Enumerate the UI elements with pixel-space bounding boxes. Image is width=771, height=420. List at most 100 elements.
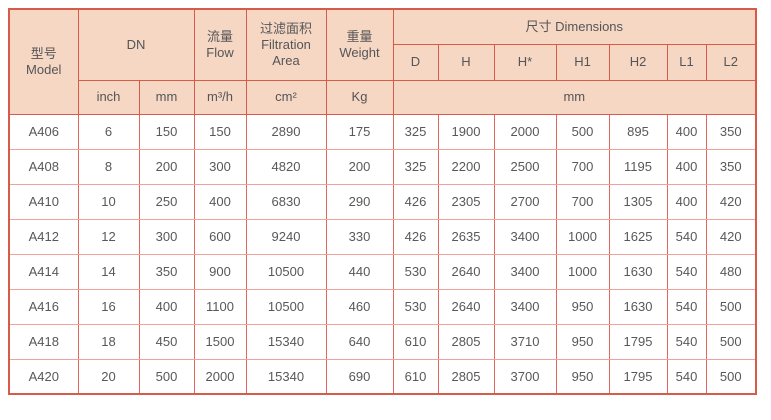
col-header-weight: 重量 Weight — [325, 8, 394, 81]
cell-dim-l2: 500 — [705, 323, 757, 360]
cell-dim-h1: 1000 — [555, 218, 610, 255]
cell-dim-d: 530 — [392, 288, 439, 325]
cell-dim-d: 610 — [392, 358, 439, 395]
cell-dim-l1: 400 — [666, 148, 707, 185]
col-header-filtration-en2: Area — [272, 52, 300, 68]
col-header-flow-zh: 流量 — [206, 28, 233, 44]
header-row-groups: 型号 Model DN 流量 Flow 过滤面积 Filtration Area… — [8, 8, 757, 115]
cell-weight: 440 — [325, 253, 394, 290]
cell-dn-mm: 500 — [138, 358, 195, 395]
cell-dn-mm: 400 — [138, 288, 195, 325]
cell-area: 15340 — [245, 323, 327, 360]
cell-dim-h2: 1625 — [608, 218, 668, 255]
cell-dim-h2: 895 — [608, 113, 668, 150]
col-header-weight-en: Weight — [339, 44, 380, 60]
cell-dim-h1: 700 — [555, 183, 610, 220]
cell-dim-h1: 950 — [555, 323, 610, 360]
table-row: A418 18 450 1500 15340 640 610 2805 3710… — [8, 323, 757, 360]
cell-flow: 1500 — [193, 323, 247, 360]
unit-area: cm² — [245, 79, 327, 115]
cell-dim-d: 426 — [392, 218, 439, 255]
cell-dn-mm: 200 — [138, 148, 195, 185]
table-row: A412 12 300 600 9240 330 426 2635 3400 1… — [8, 218, 757, 255]
cell-dn-mm: 350 — [138, 253, 195, 290]
cell-dim-l1: 540 — [666, 218, 707, 255]
cell-dim-l1: 540 — [666, 288, 707, 325]
col-header-flow: 流量 Flow — [193, 8, 247, 81]
cell-dim-h1: 950 — [555, 288, 610, 325]
col-header-dimensions: 尺寸 Dimensions — [392, 8, 757, 45]
unit-mm: mm — [138, 79, 195, 115]
col-header-dim-h1: H1 — [555, 43, 610, 81]
cell-dim-h1: 500 — [555, 113, 610, 150]
table-row: A406 6 150 150 2890 175 325 1900 2000 50… — [8, 113, 757, 150]
col-header-flow-en: Flow — [206, 44, 234, 60]
cell-weight: 460 — [325, 288, 394, 325]
cell-dim-h1: 700 — [555, 148, 610, 185]
col-header-model-en: Model — [26, 61, 62, 77]
cell-dn-inch: 6 — [77, 113, 140, 150]
cell-model: A416 — [8, 288, 79, 325]
table-row: A420 20 500 2000 15340 690 610 2805 3700… — [8, 358, 757, 395]
cell-dim-l2: 420 — [705, 218, 757, 255]
cell-dn-inch: 16 — [77, 288, 140, 325]
col-header-dn: DN — [77, 8, 195, 81]
cell-dim-l1: 400 — [666, 183, 707, 220]
cell-dn-inch: 18 — [77, 323, 140, 360]
cell-dim-d: 325 — [392, 113, 439, 150]
cell-dim-h: 2305 — [437, 183, 495, 220]
cell-area: 6830 — [245, 183, 327, 220]
cell-model: A414 — [8, 253, 79, 290]
cell-flow: 600 — [193, 218, 247, 255]
cell-dim-hstar: 3700 — [493, 358, 557, 395]
cell-dim-hstar: 3400 — [493, 218, 557, 255]
cell-dim-l2: 500 — [705, 288, 757, 325]
cell-dim-hstar: 2500 — [493, 148, 557, 185]
cell-dim-l1: 540 — [666, 358, 707, 395]
col-header-model: 型号 Model — [8, 8, 79, 115]
cell-dim-h2: 1195 — [608, 148, 668, 185]
cell-dn-inch: 12 — [77, 218, 140, 255]
cell-dn-mm: 300 — [138, 218, 195, 255]
cell-dim-hstar: 3400 — [493, 253, 557, 290]
cell-dim-h2: 1795 — [608, 323, 668, 360]
cell-dim-l1: 400 — [666, 113, 707, 150]
cell-weight: 200 — [325, 148, 394, 185]
cell-weight: 330 — [325, 218, 394, 255]
col-header-dim-l2: L2 — [705, 43, 757, 81]
cell-dim-h2: 1795 — [608, 358, 668, 395]
cell-dn-inch: 10 — [77, 183, 140, 220]
cell-area: 2890 — [245, 113, 327, 150]
cell-flow: 900 — [193, 253, 247, 290]
cell-dim-l2: 350 — [705, 148, 757, 185]
cell-weight: 175 — [325, 113, 394, 150]
cell-area: 4820 — [245, 148, 327, 185]
cell-flow: 150 — [193, 113, 247, 150]
cell-dn-mm: 150 — [138, 113, 195, 150]
cell-dim-h: 2805 — [437, 358, 495, 395]
cell-dim-h: 2200 — [437, 148, 495, 185]
cell-dim-h1: 1000 — [555, 253, 610, 290]
cell-dim-h: 1900 — [437, 113, 495, 150]
cell-dn-inch: 14 — [77, 253, 140, 290]
unit-weight: Kg — [325, 79, 394, 115]
cell-dim-d: 610 — [392, 323, 439, 360]
cell-model: A412 — [8, 218, 79, 255]
cell-dim-hstar: 2000 — [493, 113, 557, 150]
unit-dims: mm — [392, 79, 757, 115]
cell-flow: 1100 — [193, 288, 247, 325]
cell-dim-h1: 950 — [555, 358, 610, 395]
cell-dim-d: 426 — [392, 183, 439, 220]
cell-dim-l2: 500 — [705, 358, 757, 395]
cell-dim-l2: 420 — [705, 183, 757, 220]
cell-dim-h: 2640 — [437, 253, 495, 290]
col-header-weight-zh: 重量 — [346, 28, 373, 44]
col-header-model-zh: 型号 — [30, 45, 57, 61]
cell-flow: 300 — [193, 148, 247, 185]
cell-flow: 2000 — [193, 358, 247, 395]
cell-dn-mm: 250 — [138, 183, 195, 220]
cell-area: 10500 — [245, 253, 327, 290]
cell-dim-l2: 480 — [705, 253, 757, 290]
cell-dim-l2: 350 — [705, 113, 757, 150]
cell-dim-d: 325 — [392, 148, 439, 185]
